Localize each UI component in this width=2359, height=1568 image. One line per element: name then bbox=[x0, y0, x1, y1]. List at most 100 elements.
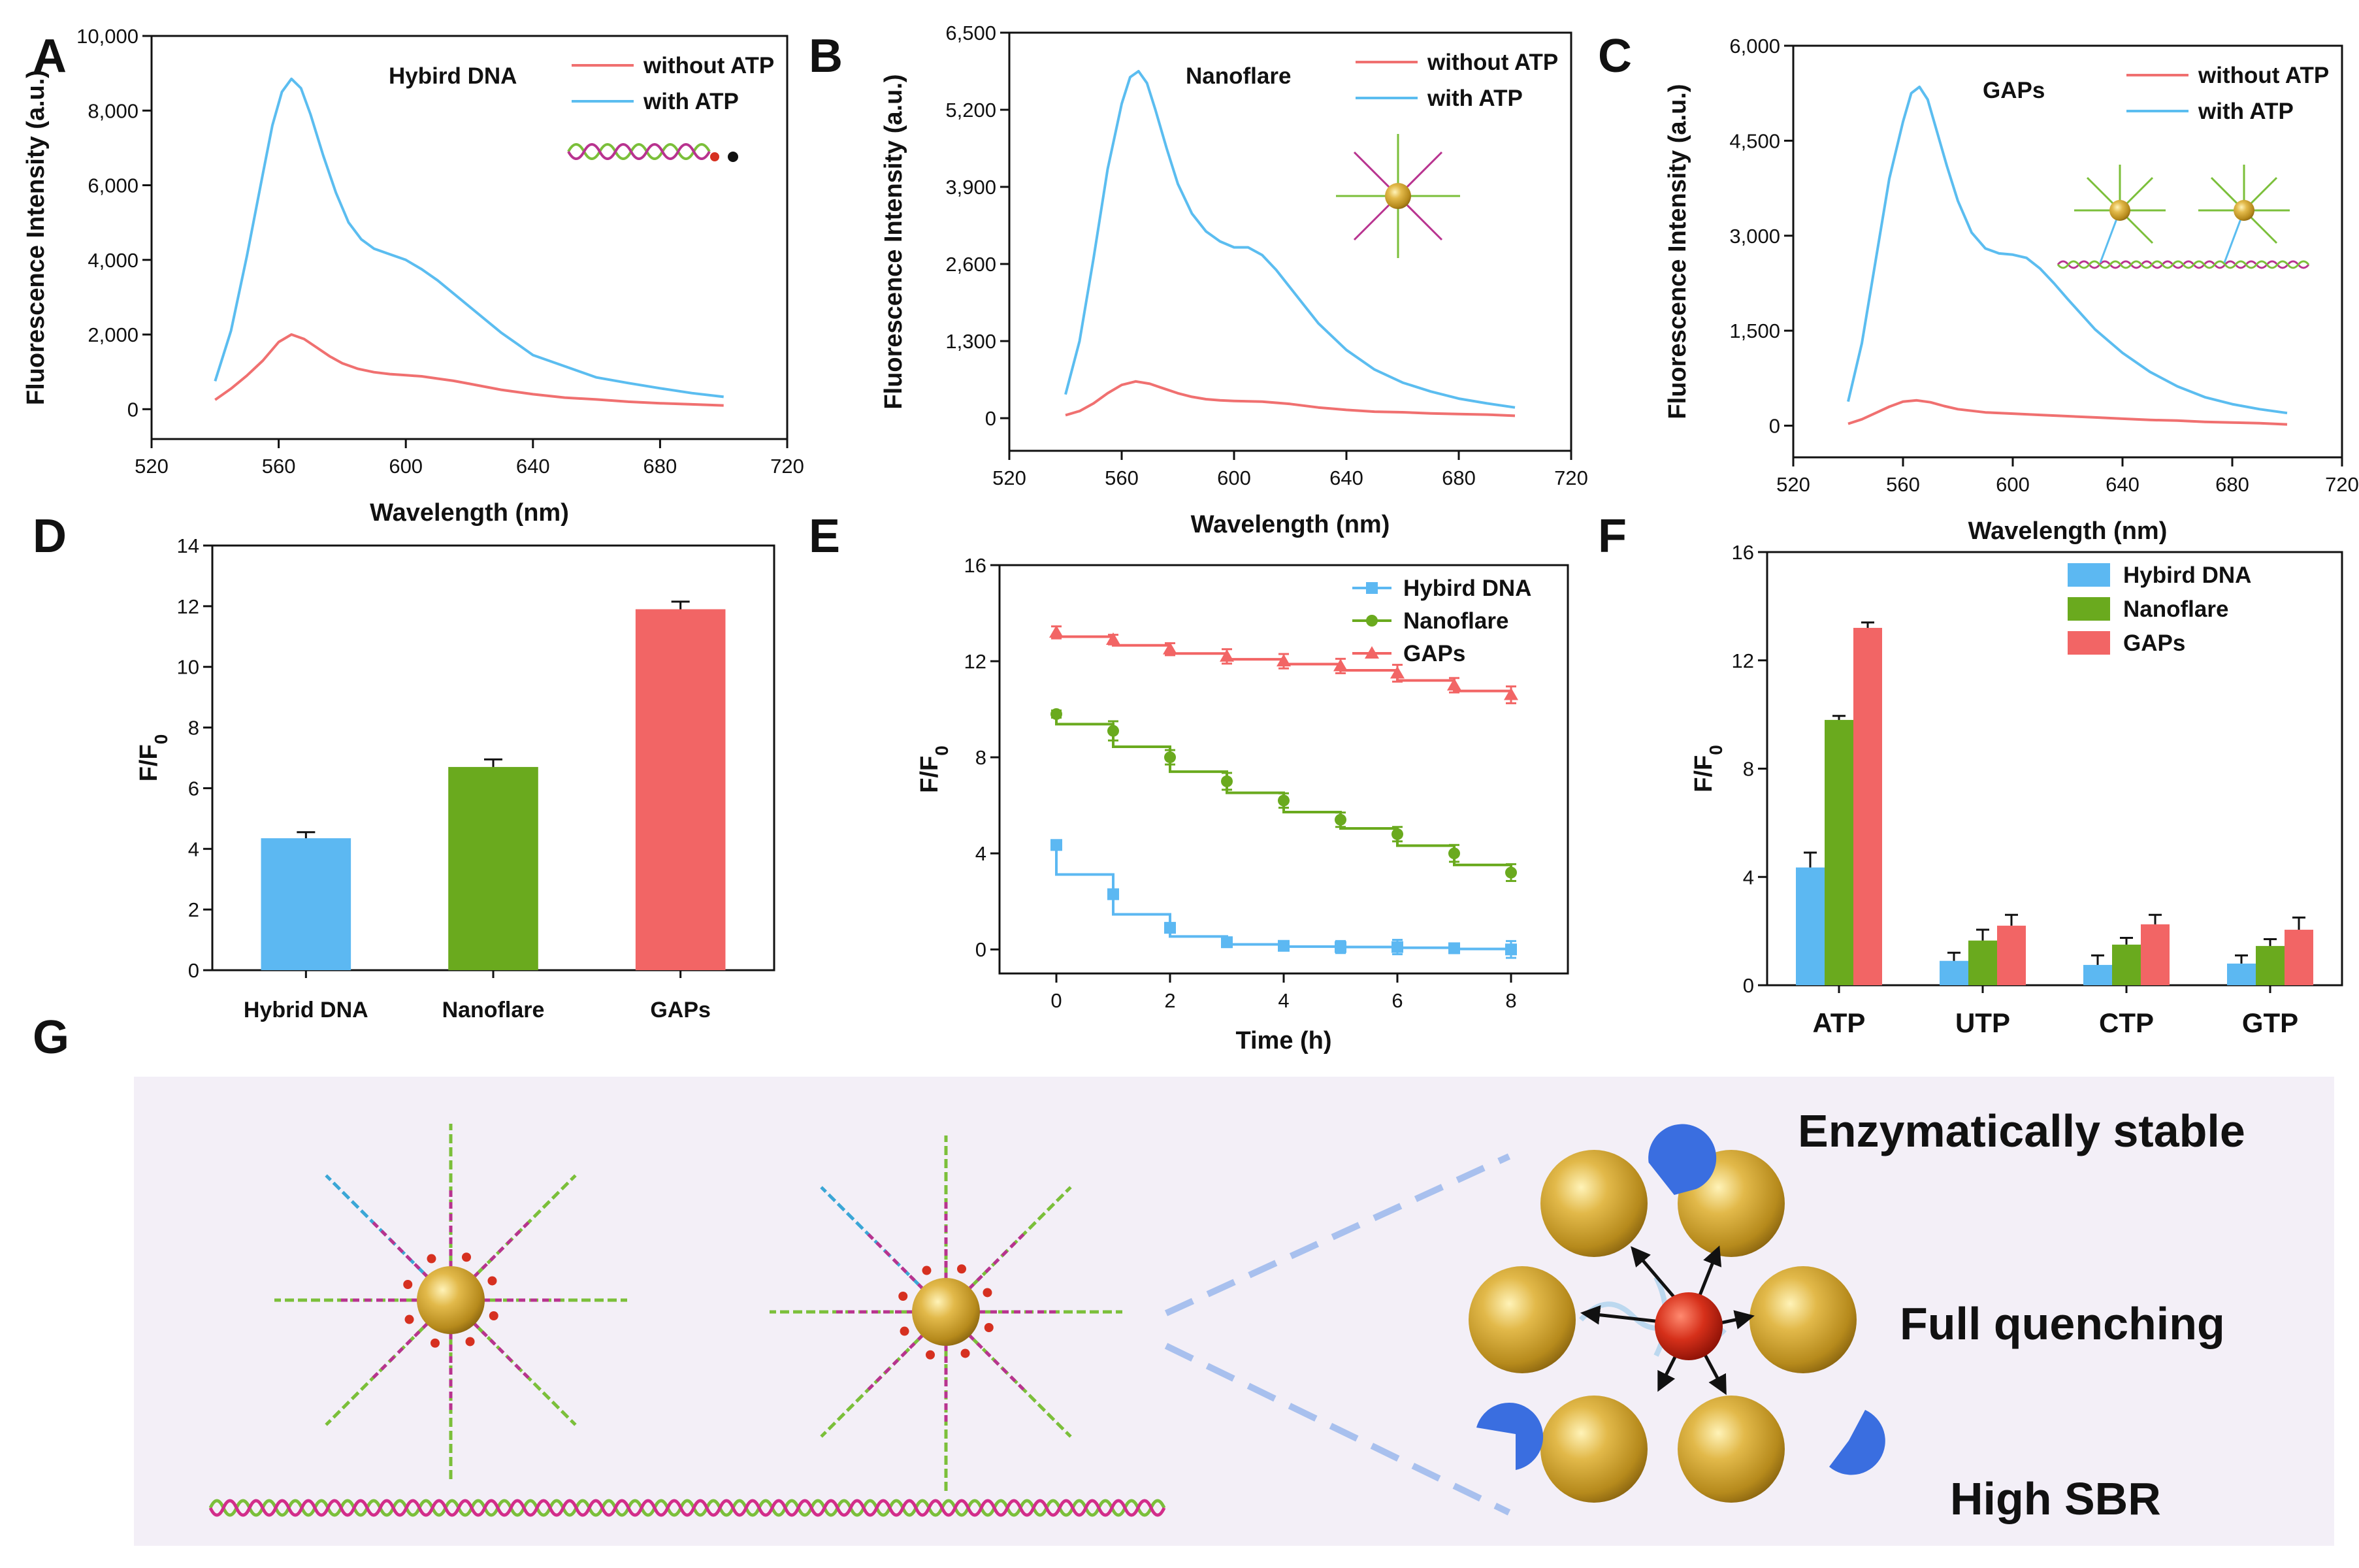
data-point bbox=[1447, 678, 1461, 691]
dna-backbone-icon bbox=[208, 1499, 1166, 1517]
legend-label: Hybird DNA bbox=[2123, 563, 2251, 588]
data-point bbox=[1278, 794, 1290, 807]
inset-label-gaps: GAPs bbox=[1983, 78, 2045, 103]
fluorophore-dot bbox=[487, 1276, 497, 1286]
data-point bbox=[1391, 941, 1403, 953]
legend-marker bbox=[1366, 615, 1378, 627]
probe-complement bbox=[866, 1333, 924, 1392]
fluorophore-dot bbox=[403, 1279, 413, 1289]
fluorophore-dot bbox=[983, 1288, 992, 1298]
fluorophore-dot bbox=[922, 1266, 932, 1275]
bar-nanoflare bbox=[2112, 944, 2141, 985]
y-tick-label: 4 bbox=[1743, 866, 1754, 889]
y-tick-label: 0 bbox=[975, 938, 986, 961]
x-axis-title: Wavelength (nm) bbox=[370, 499, 569, 527]
legend-swatch bbox=[2068, 631, 2110, 655]
spectrum-chart-gaps: 0 1,500 3,000 4,500 6,000 520 560 600 640 680 720 W… bbox=[1664, 35, 2359, 545]
data-point bbox=[1391, 828, 1403, 840]
data-point bbox=[1220, 649, 1234, 662]
x-tick-label: 640 bbox=[1329, 466, 1363, 489]
y-tick-label: 1,300 bbox=[945, 330, 996, 353]
legend-label: Nanoflare bbox=[1403, 608, 1508, 634]
gaps-icon bbox=[2057, 165, 2310, 269]
data-point bbox=[1050, 839, 1062, 851]
legend-swatch bbox=[2068, 597, 2110, 621]
bar-nanoflare bbox=[1968, 940, 1997, 985]
data-point bbox=[1164, 922, 1176, 934]
data-point bbox=[1277, 654, 1291, 667]
series-line-without-atp bbox=[214, 333, 724, 407]
inset-label-nanoflare: Nanoflare bbox=[1186, 63, 1291, 89]
y-tick-label: 16 bbox=[1732, 541, 1754, 564]
x-tick-label: 560 bbox=[1105, 466, 1139, 489]
panel-letter-g: G bbox=[33, 1011, 69, 1064]
bar-gaps bbox=[2141, 924, 2170, 985]
legend-label: GAPs bbox=[2123, 630, 2185, 656]
y-tick-label: 6 bbox=[188, 777, 199, 800]
y-tick-label: 12 bbox=[1732, 649, 1754, 672]
y-axis-title: F/F0 bbox=[1690, 745, 1726, 792]
nuclease-icon-right bbox=[1829, 1410, 1885, 1475]
data-point bbox=[1333, 659, 1348, 672]
y-axis-title: Fluorescence Intensity (a.u.) bbox=[1664, 84, 1691, 419]
plot-frame bbox=[1008, 31, 1572, 452]
series-line-with-atp bbox=[214, 77, 724, 399]
legend-label: Hybird DNA bbox=[1403, 576, 1531, 601]
panel-letter-d: D bbox=[33, 510, 67, 563]
x-tick-label: 680 bbox=[2215, 473, 2249, 496]
legend-label: with ATP bbox=[643, 89, 739, 114]
fluorophore-dot bbox=[960, 1348, 970, 1358]
gold-sphere-top-left bbox=[1540, 1150, 1648, 1257]
fluorophore-dot bbox=[404, 1315, 414, 1324]
x-tick-label: 680 bbox=[643, 455, 677, 478]
y-axis-title: Fluorescence Intensity (a.u.) bbox=[22, 70, 50, 405]
bar-hybird-dna bbox=[2227, 963, 2256, 985]
fluorophore-dot bbox=[489, 1311, 498, 1321]
fluorophore-sphere bbox=[1655, 1292, 1723, 1360]
x-tick-label: 600 bbox=[1996, 473, 2030, 496]
series-line-with-atp bbox=[1847, 86, 2288, 415]
y-tick-label: 0 bbox=[985, 407, 996, 430]
inset-label-hybrid-dna: Hybird DNA bbox=[389, 63, 517, 89]
data-point bbox=[1390, 666, 1405, 679]
x-tick-label: 8 bbox=[1505, 989, 1516, 1012]
legend-label: with ATP bbox=[1427, 86, 1523, 111]
y-tick-label: 3,900 bbox=[945, 176, 996, 199]
gold-sphere-mid-right bbox=[1749, 1266, 1857, 1373]
x-tick-label: 6 bbox=[1391, 989, 1403, 1012]
y-tick-label: 8 bbox=[1743, 758, 1754, 781]
y-tick-label: 10 bbox=[177, 656, 199, 679]
fluorophore-dot bbox=[925, 1350, 935, 1360]
data-point bbox=[1448, 942, 1460, 955]
legend-marker bbox=[1366, 582, 1378, 594]
fluorophore-dot bbox=[427, 1254, 436, 1264]
y-tick-label: 6,000 bbox=[88, 174, 138, 197]
y-tick-label: 2,000 bbox=[88, 323, 138, 346]
x-tick-label: 680 bbox=[1442, 466, 1476, 489]
y-tick-label: 4 bbox=[975, 842, 986, 865]
fluorophore-dot bbox=[898, 1291, 908, 1301]
y-tick-label: 4 bbox=[188, 838, 199, 860]
y-tick-label: 2 bbox=[188, 898, 199, 921]
y-tick-label: 6,000 bbox=[1729, 35, 1780, 57]
bar-gaps bbox=[1853, 628, 1882, 985]
fluorophore-dot bbox=[900, 1326, 909, 1336]
x-axis-title: Time (h) bbox=[1235, 1027, 1331, 1054]
y-tick-label: 4,500 bbox=[1729, 129, 1780, 152]
nanoflare-icon bbox=[1336, 134, 1460, 258]
y-axis-title: Fluorescence Intensity (a.u.) bbox=[880, 74, 907, 409]
x-tick-label: 640 bbox=[2106, 473, 2139, 496]
x-tick-label: 560 bbox=[262, 455, 296, 478]
bar bbox=[448, 766, 538, 970]
data-point bbox=[1335, 941, 1346, 953]
bar-gaps bbox=[1997, 925, 2026, 985]
data-point bbox=[1106, 632, 1120, 645]
y-tick-label: 5,200 bbox=[945, 99, 996, 122]
gold-core bbox=[912, 1278, 980, 1346]
y-tick-label: 10,000 bbox=[76, 25, 138, 48]
category-label: GTP bbox=[2242, 1007, 2298, 1038]
x-tick-label: 600 bbox=[389, 455, 423, 478]
series-line-hybird-dna bbox=[1055, 845, 1512, 951]
legend-label: without ATP bbox=[643, 53, 774, 78]
